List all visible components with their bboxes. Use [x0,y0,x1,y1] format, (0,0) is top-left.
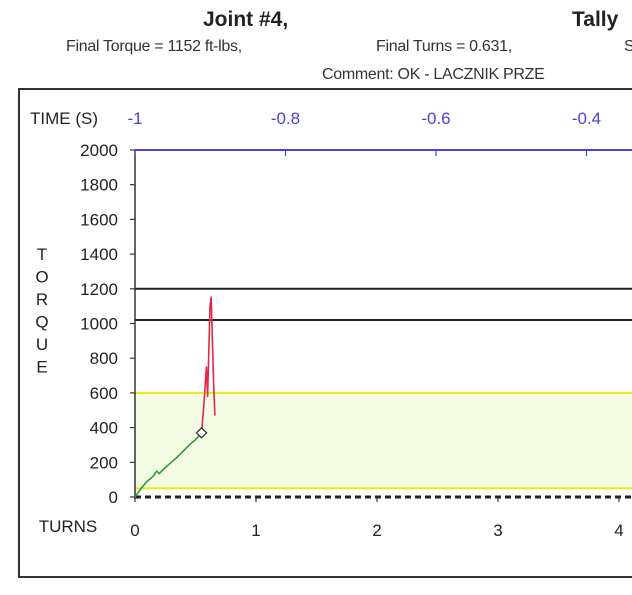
limit-band [135,392,632,489]
x-tick-label-4: 4 [614,521,623,540]
x-tick-label-3: 3 [493,521,502,540]
torque-trace-1 [200,296,216,433]
y-tick-label-1200: 1200 [80,280,118,299]
comment-text: Comment: OK - LACZNIK PRZE [322,66,545,83]
y-axis-letter: R [36,290,48,309]
final-torque-text: Final Torque = 1152 ft-lbs, [66,38,242,55]
joint-title: Joint #4, [203,8,289,31]
y-tick-label-2000: 2000 [80,141,118,160]
y-tick-label-1600: 1600 [80,210,118,229]
y-axis-letter: T [37,245,47,264]
time-tick-label: -0.8 [271,109,300,128]
x-axis-label: TURNS [39,517,98,536]
x-tick-label-2: 2 [372,521,381,540]
chart-frame [18,88,632,578]
tally-title: Tally [572,8,619,31]
y-axis-letter: E [36,358,47,377]
y-tick-label-200: 200 [90,453,118,472]
time-tick-label: -0.6 [421,109,450,128]
torque-trace-0 [134,432,203,498]
y-tick-label-1000: 1000 [80,315,118,334]
shoulder-marker [195,426,208,439]
y-axis-letter: U [36,335,48,354]
y-tick-label-1400: 1400 [80,245,118,264]
y-tick-label-400: 400 [90,419,118,438]
y-tick-label-0: 0 [109,488,118,507]
y-tick-label-1800: 1800 [80,176,118,195]
y-axis-letter: O [35,268,48,287]
time-tick-label: -1 [127,109,142,128]
final-turns-text: Final Turns = 0.631, [376,38,512,55]
y-tick-label-800: 800 [90,349,118,368]
trailing-text: S [624,38,632,55]
x-tick-label-1: 1 [251,521,260,540]
y-tick-label-600: 600 [90,384,118,403]
y-axis-letter: Q [35,313,48,332]
time-tick-label: -0.4 [572,109,601,128]
time-axis-label: TIME (S) [30,109,98,128]
x-tick-label-0: 0 [130,521,139,540]
